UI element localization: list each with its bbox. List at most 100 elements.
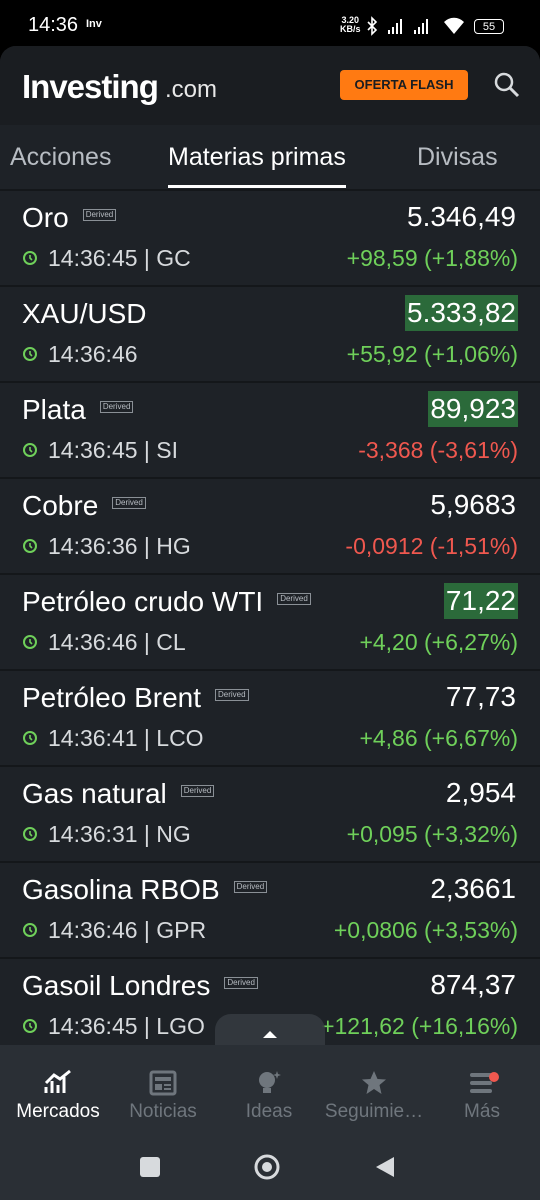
instrument-name: Gasolina RBOB Derived <box>22 874 268 906</box>
logo[interactable]: Investing <box>22 68 159 105</box>
nav-item[interactable]: Mercados <box>16 1101 100 1122</box>
clock: 14:36 <box>28 14 79 36</box>
nav-item[interactable]: Ideas <box>245 1101 293 1122</box>
name-text: Petróleo crudo WTI <box>22 586 264 617</box>
nav-item[interactable]: Seguimie… <box>324 1101 424 1122</box>
instrument-row[interactable]: XAU/USD 5.333,82 14:36:46 +55,92 (+1,06%) <box>0 287 540 383</box>
price: 89,923 <box>428 391 518 427</box>
change: +55,92 (+1,06%) <box>346 341 518 367</box>
clock-icon <box>23 443 37 457</box>
battery: 55 <box>474 19 504 34</box>
time-code: 14:36:45 | LGO <box>48 1013 205 1039</box>
time-code: 14:36:41 | LCO <box>48 725 204 751</box>
promo-button[interactable]: OFERTA FLASH <box>340 70 468 100</box>
price: 5.333,82 <box>405 295 518 331</box>
derived-tag: Derived <box>233 881 268 893</box>
name-text: Plata <box>22 394 86 425</box>
instrument-name: Oro Derived <box>22 202 117 234</box>
instrument-name: Plata Derived <box>22 394 134 426</box>
home-button[interactable] <box>254 1154 280 1180</box>
instrument-name: Petróleo Brent Derived <box>22 682 249 714</box>
name-text: Gasoil Londres <box>22 970 211 1001</box>
back-button[interactable] <box>376 1157 394 1177</box>
nav-item[interactable]: Más <box>464 1101 500 1122</box>
nav-icon <box>44 1069 71 1093</box>
home-dot <box>262 1162 272 1172</box>
speed-unit: KB/s <box>340 24 361 34</box>
search-icon[interactable] <box>494 72 520 98</box>
time-code: 14:36:46 | CL <box>48 629 186 655</box>
derived-tag: Derived <box>277 593 311 605</box>
instrument-list: Oro Derived 5.346,49 14:36:45 | GC +98,59 (+… <box>0 191 540 1045</box>
instrument-row[interactable]: Oro Derived 5.346,49 14:36:45 | GC +98,59 (+… <box>0 191 540 287</box>
price: 77,73 <box>445 681 516 712</box>
recents-button[interactable] <box>140 1157 160 1177</box>
name-text: XAU/USD <box>22 298 147 329</box>
tab[interactable]: Acciones <box>10 143 112 171</box>
change: -3,368 (-3,61%) <box>358 437 518 463</box>
instrument-row[interactable]: Plata Derived 89,923 14:36:45 | SI -3,368 (-… <box>0 383 540 479</box>
clock-icon <box>23 539 37 553</box>
app: Investing .com OFERTA FLASH Acciones Mate… <box>0 46 540 1200</box>
name-text: Gasolina RBOB <box>22 874 220 905</box>
speed-value: 3.20 <box>341 15 360 25</box>
nav-icon <box>362 1071 386 1094</box>
time-code: 14:36:46 | GPR <box>48 917 207 943</box>
instrument-row[interactable]: Gas natural Derived 2,954 14:36:31 | NG +0,0… <box>0 767 540 863</box>
derived-tag: Derived <box>99 401 134 413</box>
system-nav <box>0 1135 540 1200</box>
price: 71,22 <box>443 583 518 619</box>
derived-tag: Derived <box>224 977 258 989</box>
instrument-name: XAU/USD <box>22 298 146 330</box>
derived-tag: Derived <box>82 209 117 221</box>
net-speed: 3.20 KB/s <box>340 16 361 34</box>
expand-handle[interactable] <box>215 1014 325 1048</box>
price: 5.346,49 <box>407 201 516 232</box>
instrument-row[interactable]: Petróleo Brent Derived 77,73 14:36:41 | LCO… <box>0 671 540 767</box>
tab[interactable]: Materias primas <box>168 143 346 171</box>
change: -0,0912 (-1,51%) <box>345 533 518 559</box>
clock-icon <box>23 635 37 649</box>
change: +4,20 (+6,27%) <box>359 629 518 655</box>
logo-suffix: .com <box>165 76 218 103</box>
time-code: 14:36:36 | HG <box>48 533 191 559</box>
price: 2,3661 <box>430 873 516 904</box>
clock-icon <box>23 923 37 937</box>
clock-icon <box>23 827 37 841</box>
header: Investing .com OFERTA FLASH <box>0 46 540 125</box>
derived-tag: Derived <box>112 497 146 509</box>
price: 5,9683 <box>430 489 516 520</box>
instrument-row[interactable]: Gasolina RBOB Derived 2,3661 14:36:46 | GPR… <box>0 863 540 959</box>
derived-tag: Derived <box>215 689 249 701</box>
nav-item[interactable]: Noticias <box>129 1101 197 1122</box>
name-text: Gas natural <box>22 778 167 809</box>
change: +98,59 (+1,88%) <box>346 245 518 271</box>
change: +121,62 (+16,16%) <box>321 1013 518 1039</box>
time-code: 14:36:46 <box>48 341 138 367</box>
instrument-row[interactable]: Cobre Derived 5,9683 14:36:36 | HG -0,0912 (… <box>0 479 540 575</box>
instrument-row[interactable]: Petróleo crudo WTI Derived 71,22 14:36:46 |… <box>0 575 540 671</box>
clock-icon <box>23 1019 37 1033</box>
nav-icon <box>259 1071 281 1093</box>
name-text: Petróleo Brent <box>22 682 201 713</box>
clock-icon <box>23 347 37 361</box>
change: +4,86 (+6,67%) <box>359 725 518 751</box>
price: 2,954 <box>445 777 516 808</box>
clock-icon <box>23 251 37 265</box>
system-buttons <box>140 1154 394 1180</box>
derived-tag: Derived <box>180 785 215 797</box>
name-text: Cobre <box>22 490 99 521</box>
status-icons <box>367 16 464 36</box>
nav-icon <box>470 1072 499 1093</box>
instrument-name: Gasoil Londres Derived <box>22 970 258 1002</box>
tab[interactable]: Divisas <box>417 143 498 171</box>
status-bar: 14:36 Inv 3.20 KB/s 55 <box>0 0 540 48</box>
tab-bar: Acciones Materias primas Divisas <box>0 125 540 191</box>
name-text: Oro <box>22 202 69 233</box>
instrument-name: Cobre Derived <box>22 490 146 522</box>
time-code: 14:36:45 | SI <box>48 437 179 463</box>
instrument-name: Gas natural Derived <box>22 778 215 810</box>
carrier: Inv <box>86 18 102 30</box>
price: 874,37 <box>430 969 516 1000</box>
